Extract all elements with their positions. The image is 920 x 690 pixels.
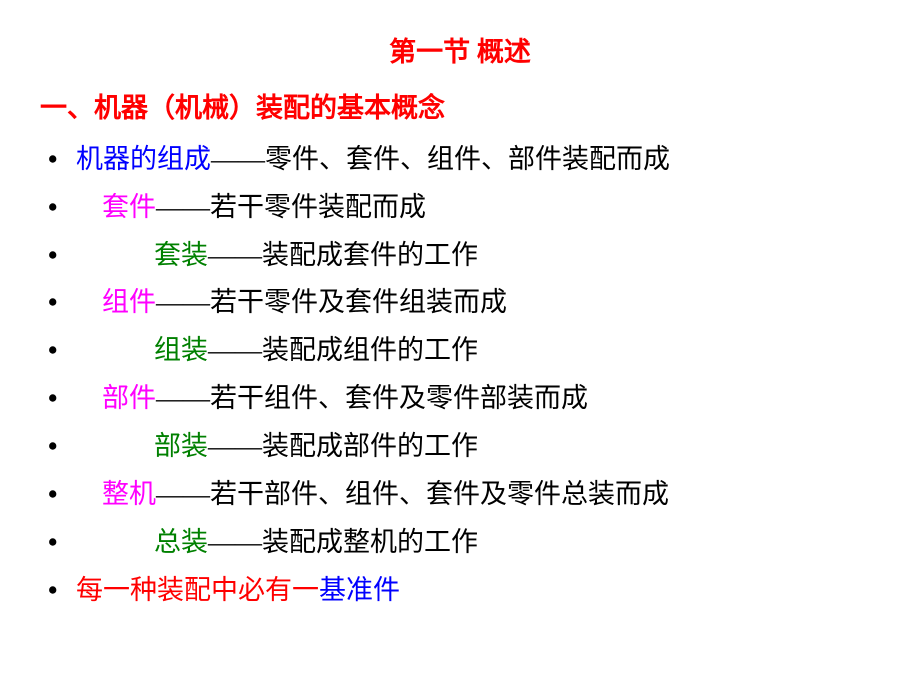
term: 组件 [102, 287, 156, 317]
rest: ——若干零件装配而成 [156, 192, 426, 222]
bullet-icon: • [40, 185, 76, 231]
line-content: 机器的组成——零件、套件、组件、部件装配而成 [76, 137, 670, 183]
term: 总装 [154, 527, 208, 557]
line-content: 部装——装配成部件的工作 [76, 424, 478, 470]
list-item: • 部装——装配成部件的工作 [40, 424, 880, 470]
rest: ——若干零件及套件组装而成 [156, 287, 507, 317]
list-item: • 组装——装配成组件的工作 [40, 328, 880, 374]
term: 机器的组成 [76, 144, 211, 174]
main-heading: 一、机器（机械）装配的基本概念 [40, 86, 880, 132]
line-content: 套件——若干零件装配而成 [76, 185, 426, 231]
bullet-icon: • [40, 568, 76, 614]
line-content: 组装——装配成组件的工作 [76, 328, 478, 374]
section-title: 第一节 概述 [40, 30, 880, 76]
list-item: • 总装——装配成整机的工作 [40, 520, 880, 566]
rest: ——装配成部件的工作 [208, 431, 478, 461]
list-item: • 套件——若干零件装配而成 [40, 185, 880, 231]
rest: ——装配成组件的工作 [208, 335, 478, 365]
term: 组装 [154, 335, 208, 365]
pre: 每一种装配中必有一 [76, 575, 319, 605]
term: 套装 [154, 240, 208, 270]
line-content: 每一种装配中必有一基准件 [76, 568, 400, 614]
bullet-icon: • [40, 376, 76, 422]
list-item: • 部件——若干组件、套件及零件部装而成 [40, 376, 880, 422]
term: 基准件 [319, 575, 400, 605]
bullet-icon: • [40, 424, 76, 470]
term: 套件 [102, 192, 156, 222]
bullet-icon: • [40, 233, 76, 279]
rest: ——装配成套件的工作 [208, 240, 478, 270]
list-item: • 套装——装配成套件的工作 [40, 233, 880, 279]
line-content: 部件——若干组件、套件及零件部装而成 [76, 376, 588, 422]
term: 部件 [102, 383, 156, 413]
line-content: 整机——若干部件、组件、套件及零件总装而成 [76, 472, 669, 518]
bullet-icon: • [40, 472, 76, 518]
bullet-icon: • [40, 328, 76, 374]
bullet-icon: • [40, 137, 76, 183]
list-item: • 整机——若干部件、组件、套件及零件总装而成 [40, 472, 880, 518]
rest: ——零件、套件、组件、部件装配而成 [211, 144, 670, 174]
term: 整机 [102, 479, 156, 509]
list-item: • 组件——若干零件及套件组装而成 [40, 280, 880, 326]
list-item: • 机器的组成——零件、套件、组件、部件装配而成 [40, 137, 880, 183]
rest: ——若干部件、组件、套件及零件总装而成 [156, 479, 669, 509]
rest: ——装配成整机的工作 [208, 527, 478, 557]
list-item: • 每一种装配中必有一基准件 [40, 568, 880, 614]
bullet-icon: • [40, 520, 76, 566]
line-content: 总装——装配成整机的工作 [76, 520, 478, 566]
term: 部装 [154, 431, 208, 461]
line-content: 组件——若干零件及套件组装而成 [76, 280, 507, 326]
bullet-icon: • [40, 280, 76, 326]
line-content: 套装——装配成套件的工作 [76, 233, 478, 279]
rest: ——若干组件、套件及零件部装而成 [156, 383, 588, 413]
